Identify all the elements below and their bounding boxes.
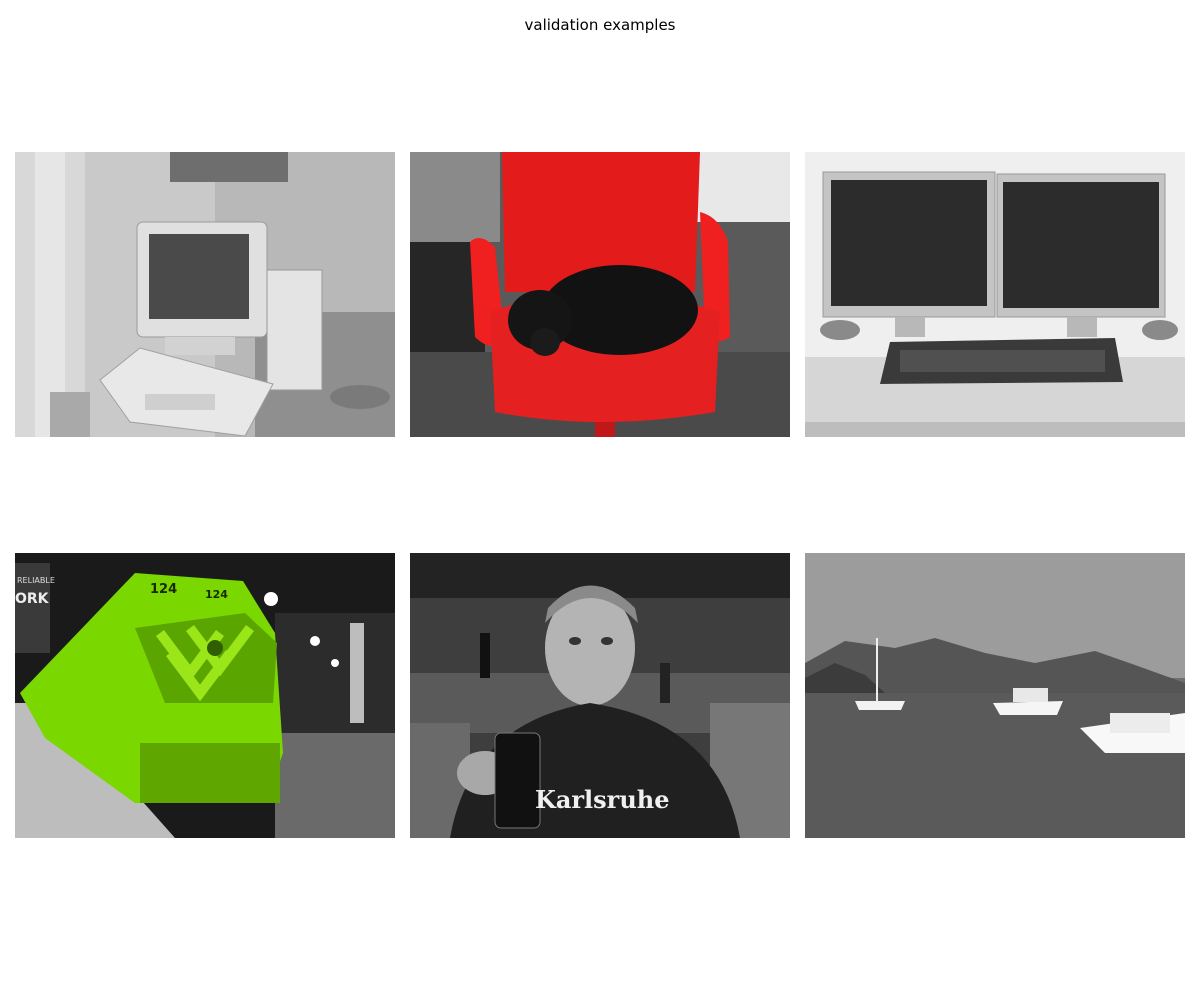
chair-with-dog-icon <box>410 152 790 437</box>
panel-person: Karlsruhe <box>410 553 790 838</box>
panel-monitors <box>805 152 1185 437</box>
figure-title: validation examples <box>524 16 676 34</box>
train-number-left: 124 <box>150 582 177 597</box>
panel-train: RELIABLE ORK 124 124 <box>15 553 395 838</box>
panel-chair-dog <box>410 152 790 437</box>
boats-on-sea-icon <box>805 553 1185 838</box>
sign-text-ork: ORK <box>15 591 50 607</box>
person-with-glass-icon: Karlsruhe <box>410 553 790 838</box>
sign-text-reliable: RELIABLE <box>17 576 55 585</box>
panel-computer <box>15 152 395 437</box>
train-number-right: 124 <box>205 588 228 601</box>
hoodie-text: Karlsruhe <box>535 785 670 814</box>
computer-crt-icon <box>15 152 395 437</box>
panel-boats <box>805 553 1185 838</box>
dual-monitor-icon <box>805 152 1185 437</box>
train-locomotive-icon: RELIABLE ORK 124 124 <box>15 553 395 838</box>
